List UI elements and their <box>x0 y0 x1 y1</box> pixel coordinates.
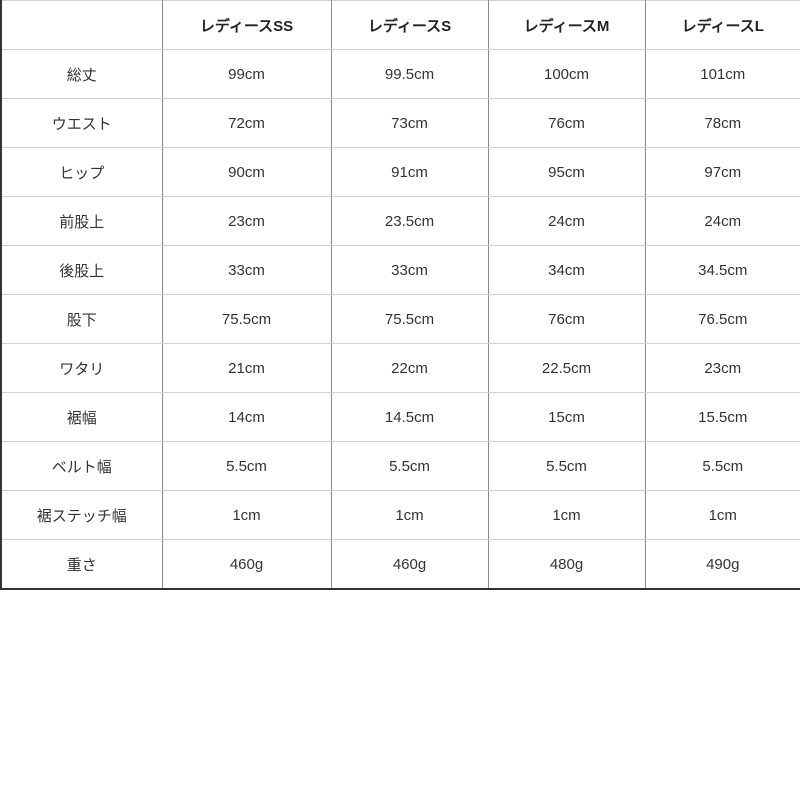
row-label: 総丈 <box>0 49 163 99</box>
measurement-cell: 100cm <box>487 49 646 99</box>
size-header-cell: レディースSS <box>161 0 332 50</box>
measurement-cell: 24cm <box>644 196 800 246</box>
size-chart-table: レディースSS レディースS レディースM レディースL 総丈 99cm 99.5cm 10… <box>0 0 800 590</box>
table-row: 重さ 460g 460g 480g 490g <box>0 539 800 590</box>
measurement-cell: 90cm <box>161 147 332 197</box>
measurement-cell: 76cm <box>487 98 646 148</box>
table-row: ヒップ 90cm 91cm 95cm 97cm <box>0 147 800 197</box>
measurement-cell: 14.5cm <box>330 392 489 442</box>
table-row: ベルト幅 5.5cm 5.5cm 5.5cm 5.5cm <box>0 441 800 491</box>
row-label: ワタリ <box>0 343 163 393</box>
row-label: ヒップ <box>0 147 163 197</box>
row-label: 後股上 <box>0 245 163 295</box>
table-row: 前股上 23cm 23.5cm 24cm 24cm <box>0 196 800 246</box>
measurement-cell: 460g <box>161 539 332 590</box>
row-label: 裾幅 <box>0 392 163 442</box>
measurement-cell: 460g <box>330 539 489 590</box>
measurement-cell: 490g <box>644 539 800 590</box>
measurement-cell: 76cm <box>487 294 646 344</box>
table-row: 股下 75.5cm 75.5cm 76cm 76.5cm <box>0 294 800 344</box>
measurement-cell: 33cm <box>161 245 332 295</box>
row-label: 重さ <box>0 539 163 590</box>
table-row: 総丈 99cm 99.5cm 100cm 101cm <box>0 49 800 99</box>
measurement-cell: 1cm <box>644 490 800 540</box>
measurement-cell: 34cm <box>487 245 646 295</box>
header-row: レディースSS レディースS レディースM レディースL <box>0 0 800 50</box>
measurement-cell: 75.5cm <box>161 294 332 344</box>
measurement-cell: 34.5cm <box>644 245 800 295</box>
measurement-cell: 24cm <box>487 196 646 246</box>
corner-header-cell <box>0 0 163 50</box>
measurement-cell: 72cm <box>161 98 332 148</box>
measurement-cell: 1cm <box>487 490 646 540</box>
measurement-cell: 15cm <box>487 392 646 442</box>
measurement-cell: 480g <box>487 539 646 590</box>
measurement-cell: 15.5cm <box>644 392 800 442</box>
measurement-cell: 23.5cm <box>330 196 489 246</box>
measurement-cell: 95cm <box>487 147 646 197</box>
table-row: ワタリ 21cm 22cm 22.5cm 23cm <box>0 343 800 393</box>
measurement-cell: 22.5cm <box>487 343 646 393</box>
measurement-cell: 22cm <box>330 343 489 393</box>
table-row: 裾幅 14cm 14.5cm 15cm 15.5cm <box>0 392 800 442</box>
measurement-cell: 21cm <box>161 343 332 393</box>
table-row: 後股上 33cm 33cm 34cm 34.5cm <box>0 245 800 295</box>
measurement-cell: 76.5cm <box>644 294 800 344</box>
row-label: ウエスト <box>0 98 163 148</box>
table-row: ウエスト 72cm 73cm 76cm 78cm <box>0 98 800 148</box>
measurement-cell: 97cm <box>644 147 800 197</box>
measurement-cell: 75.5cm <box>330 294 489 344</box>
measurement-cell: 23cm <box>161 196 332 246</box>
row-label: ベルト幅 <box>0 441 163 491</box>
size-header-cell: レディースL <box>644 0 800 50</box>
measurement-cell: 99cm <box>161 49 332 99</box>
size-header-cell: レディースM <box>487 0 646 50</box>
measurement-cell: 78cm <box>644 98 800 148</box>
measurement-cell: 99.5cm <box>330 49 489 99</box>
row-label: 裾ステッチ幅 <box>0 490 163 540</box>
measurement-cell: 5.5cm <box>330 441 489 491</box>
measurement-cell: 91cm <box>330 147 489 197</box>
measurement-cell: 73cm <box>330 98 489 148</box>
measurement-cell: 1cm <box>161 490 332 540</box>
measurement-cell: 23cm <box>644 343 800 393</box>
measurement-cell: 33cm <box>330 245 489 295</box>
measurement-cell: 101cm <box>644 49 800 99</box>
row-label: 股下 <box>0 294 163 344</box>
measurement-cell: 5.5cm <box>161 441 332 491</box>
measurement-cell: 1cm <box>330 490 489 540</box>
measurement-cell: 5.5cm <box>487 441 646 491</box>
table-row: 裾ステッチ幅 1cm 1cm 1cm 1cm <box>0 490 800 540</box>
row-label: 前股上 <box>0 196 163 246</box>
measurement-cell: 14cm <box>161 392 332 442</box>
measurement-cell: 5.5cm <box>644 441 800 491</box>
size-header-cell: レディースS <box>330 0 489 50</box>
